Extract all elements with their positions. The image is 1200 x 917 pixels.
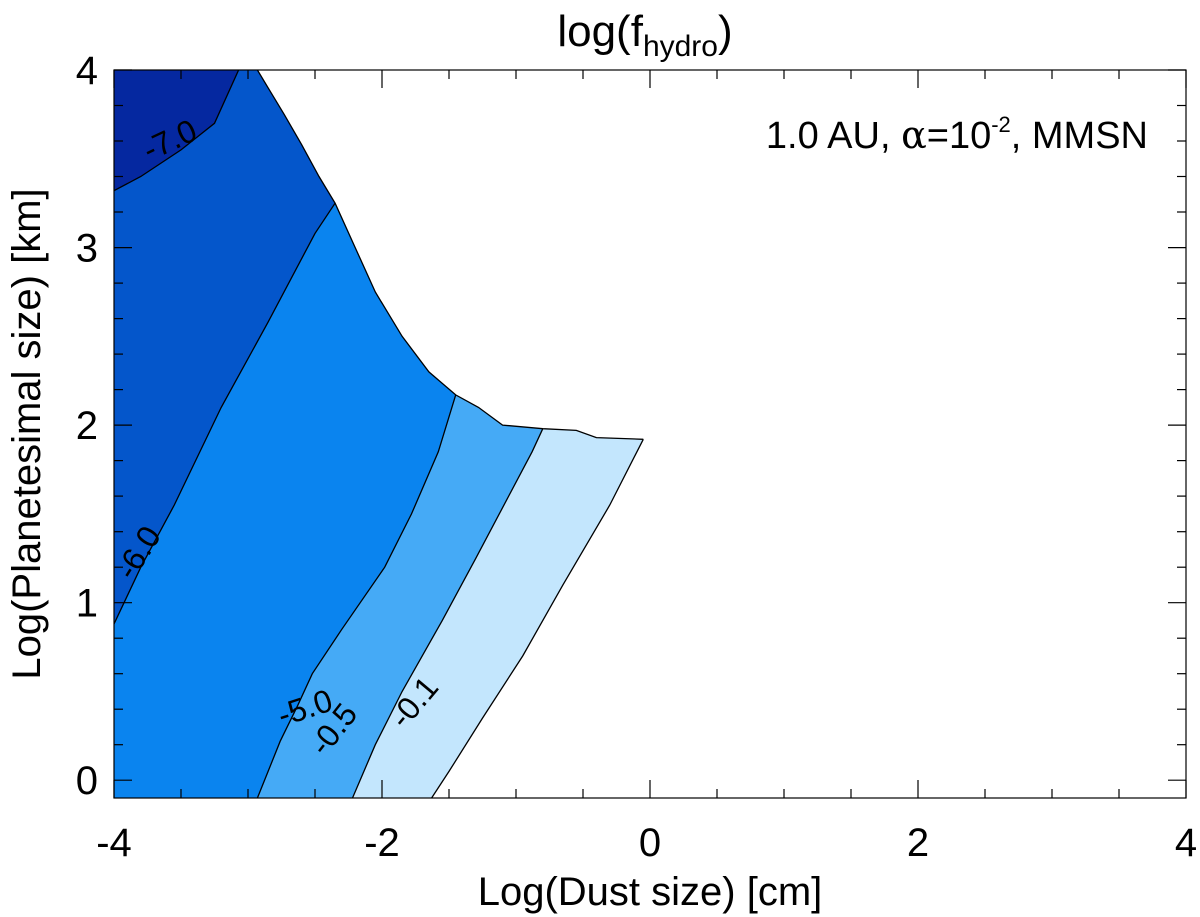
x-tick-label: -2 [364,821,400,865]
contour-region-1 [114,70,336,624]
contour-lines [113,69,644,799]
annotation-alpha: α [901,113,927,157]
y-axis-label: Log(Planetesimal size) [km] [5,188,49,679]
chart-title-sub: hydro [643,30,718,63]
contour-region-2 [114,203,456,798]
contour-line-0 [113,69,240,192]
tick-labels: -4 -2 0 2 4 0 1 2 3 4 [76,49,1197,865]
y-tick-label: 3 [76,227,98,271]
contour-regions [114,70,644,798]
annotation-label: 1.0 AU, α=10-2, MMSN [766,112,1148,157]
contour-line-1 [113,202,336,625]
axis-ticks [113,69,1187,798]
contour-region-3 [257,394,543,798]
contour-line-5 [256,69,644,440]
y-tick-label: 1 [76,582,98,626]
chart-title-close: ) [718,7,733,56]
annotation-sup: -2 [991,112,1011,137]
contour-line-2 [256,394,457,799]
y-tick-label: 2 [76,404,98,448]
x-tick-label: 2 [907,821,929,865]
y-tick-label: 4 [76,49,98,93]
contour-line-4 [431,439,644,799]
annotation-pre: 1.0 AU, [766,115,901,157]
contour-region-4 [352,428,644,798]
x-tick-label: 0 [639,821,661,865]
x-axis-label: Log(Dust size) [cm] [478,870,823,914]
chart-title: log(fhydro) [557,7,732,63]
annotation-post: , MMSN [1011,115,1148,157]
x-tick-label: 4 [1175,821,1197,865]
contour-line-3 [351,428,544,799]
annotation-mid: =10 [927,115,991,157]
chart-title-base: log(f [557,7,643,56]
x-tick-label: -4 [96,821,132,865]
contour-region-0 [114,70,239,191]
y-tick-label: 0 [76,759,98,803]
